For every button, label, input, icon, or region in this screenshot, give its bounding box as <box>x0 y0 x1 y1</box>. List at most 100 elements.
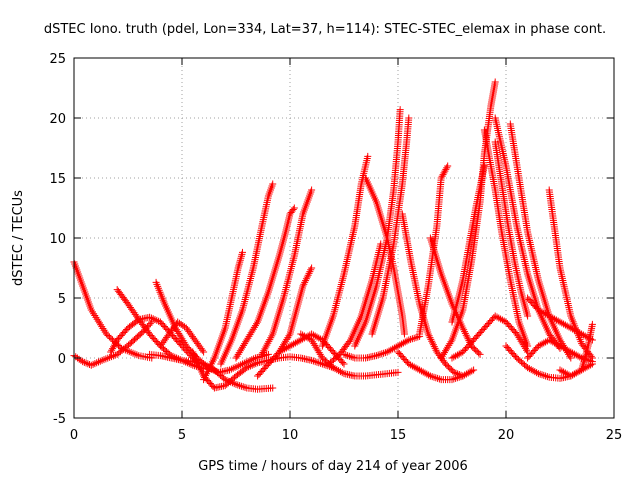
data-point <box>462 331 470 339</box>
y-axis-label: dSTEC / TECUs <box>11 190 26 286</box>
data-point <box>313 345 321 353</box>
y-axis-ticks: -5 0 5 10 15 20 25 <box>49 52 614 427</box>
data-point <box>293 338 301 346</box>
data-point <box>387 346 395 354</box>
data-point <box>561 321 569 329</box>
data-point <box>245 363 253 371</box>
data-point <box>399 339 407 347</box>
data-point <box>444 343 452 351</box>
data-point <box>316 350 324 358</box>
data-point <box>243 336 251 344</box>
data-point <box>567 354 575 362</box>
x-axis-label: GPS time / hours of day 214 of year 2006 <box>198 459 468 474</box>
data-point <box>299 331 307 339</box>
data-point <box>311 332 319 340</box>
data-point <box>340 350 348 358</box>
data-point <box>248 361 256 369</box>
data-point <box>285 332 293 340</box>
data-point <box>308 330 316 338</box>
data-point <box>425 332 433 340</box>
data-point <box>545 312 553 320</box>
data-point <box>372 352 380 360</box>
data-point <box>531 368 539 376</box>
data-point <box>493 313 501 321</box>
data-point <box>300 280 308 288</box>
data-point <box>452 374 460 382</box>
data-point <box>405 336 413 344</box>
data-point <box>385 347 393 355</box>
x-tick-label: 5 <box>178 428 186 443</box>
data-point <box>452 352 460 360</box>
data-point <box>464 369 472 377</box>
data-point <box>178 335 186 343</box>
data-point <box>302 277 310 285</box>
data-point <box>447 338 455 346</box>
data-point <box>450 368 458 376</box>
data-point <box>556 342 564 350</box>
series-27 <box>448 312 532 362</box>
data-point <box>516 335 524 343</box>
data-point <box>232 380 240 388</box>
data-point <box>301 278 309 286</box>
data-point <box>314 347 322 355</box>
data-point <box>398 340 406 348</box>
data-point <box>281 339 289 347</box>
data-point <box>209 383 217 390</box>
data-point <box>565 323 573 331</box>
data-point <box>437 354 445 362</box>
data-point <box>542 372 550 380</box>
data-point <box>412 364 420 372</box>
data-point <box>311 358 319 366</box>
data-point <box>305 269 313 277</box>
chart-title: dSTEC Iono. truth (pdel, Lon=334, Lat=37… <box>44 22 606 37</box>
data-point <box>146 313 154 321</box>
y-tick-label: 10 <box>49 232 66 247</box>
data-point <box>588 320 596 328</box>
data-point <box>345 352 353 360</box>
data-point <box>448 376 456 384</box>
data-point <box>104 331 112 339</box>
data-point <box>249 325 257 333</box>
data-point <box>560 368 568 376</box>
data-point <box>179 337 187 345</box>
data-point <box>107 334 115 342</box>
data-point <box>378 350 386 358</box>
data-point <box>275 348 283 356</box>
y-tick-label: 5 <box>58 292 66 307</box>
data-point <box>304 271 312 279</box>
data-point <box>105 333 113 341</box>
series-16 <box>325 240 385 368</box>
data-point <box>403 337 411 345</box>
data-point <box>572 327 580 335</box>
data-point <box>450 353 458 361</box>
data-point <box>567 324 575 332</box>
series-14 <box>297 330 402 380</box>
data-point <box>291 339 299 347</box>
data-point <box>419 368 427 376</box>
data-point <box>174 328 182 336</box>
data-point <box>290 204 298 212</box>
data-point <box>461 371 469 379</box>
series-1 <box>70 318 156 369</box>
data-point <box>525 365 533 373</box>
series-35 <box>556 320 596 380</box>
data-point <box>435 375 443 383</box>
data-point <box>146 320 154 328</box>
data-point <box>93 359 101 367</box>
data-point <box>417 367 425 375</box>
data-point <box>554 317 562 325</box>
data-point <box>540 339 548 347</box>
data-point <box>82 359 90 367</box>
data-point <box>430 373 438 381</box>
data-point <box>234 350 242 358</box>
data-point <box>567 372 575 380</box>
data-point <box>442 347 450 355</box>
data-point <box>306 268 314 276</box>
data-point <box>80 358 88 366</box>
x-tick-label: 15 <box>390 428 407 443</box>
series-26 <box>448 162 488 326</box>
data-point <box>445 341 453 349</box>
data-point <box>432 346 440 354</box>
data-point <box>312 343 320 351</box>
data-point <box>333 366 341 374</box>
